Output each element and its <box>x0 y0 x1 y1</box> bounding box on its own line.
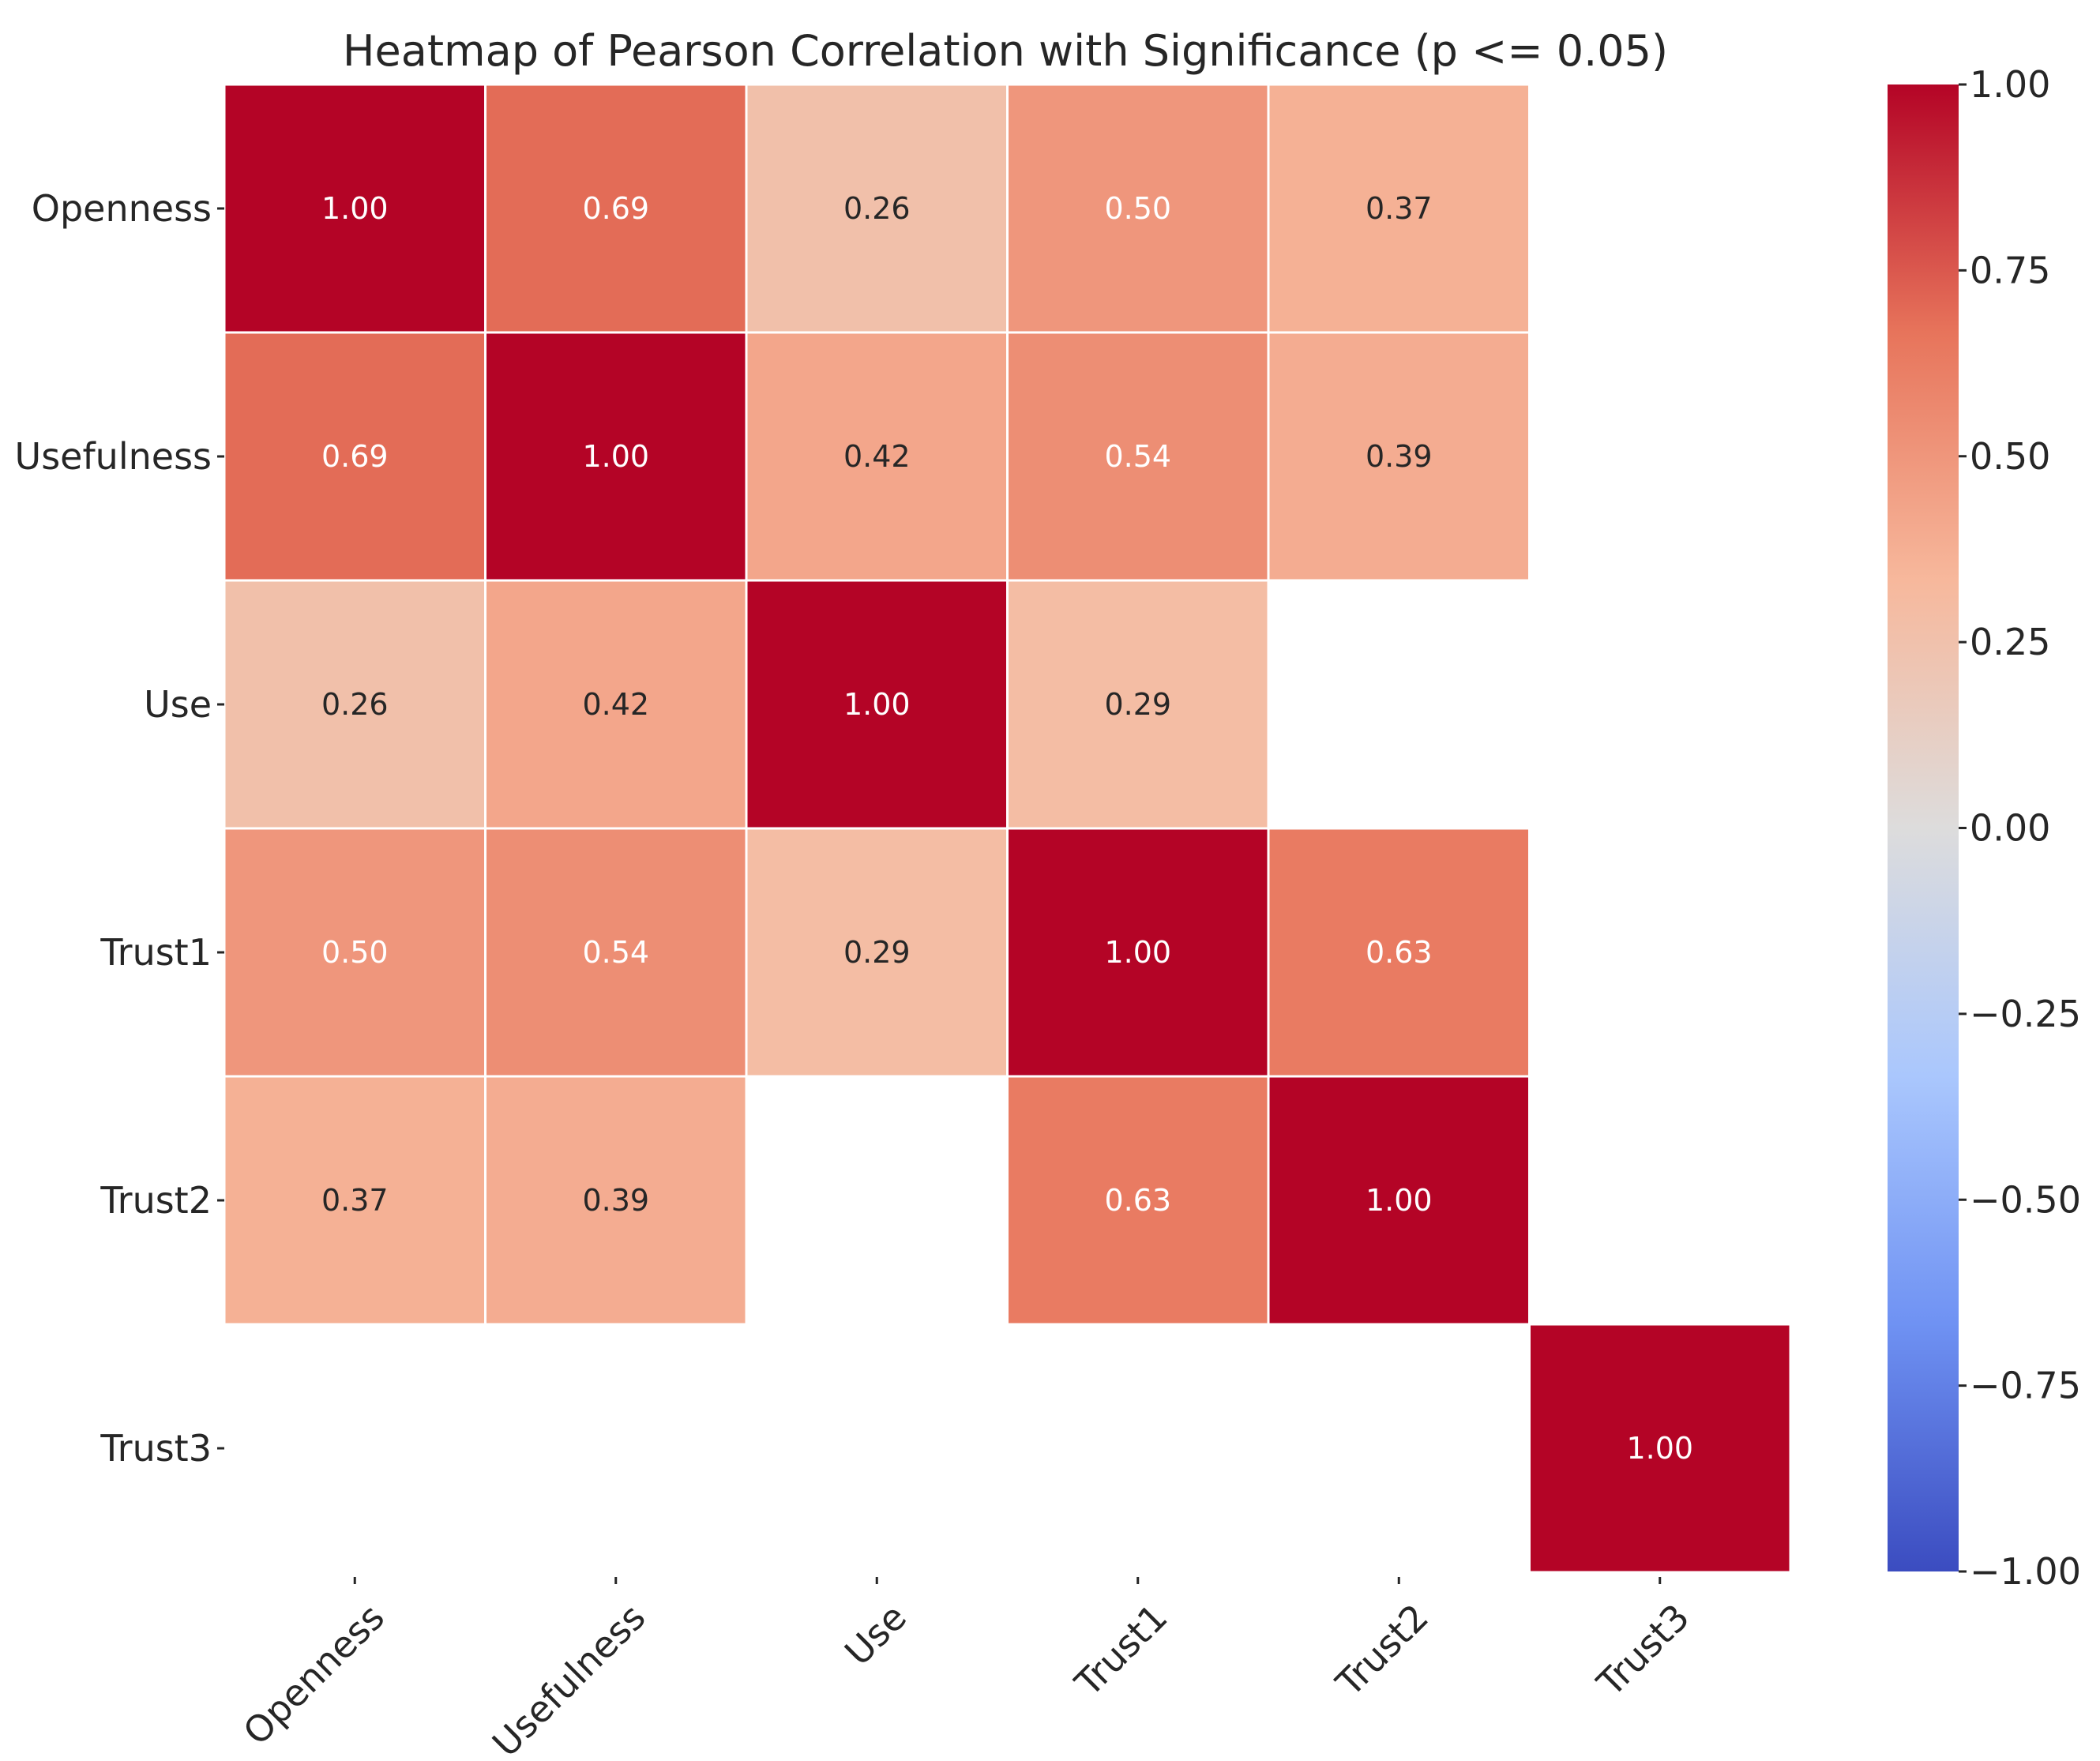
colorbar-tick-label: −0.75 <box>1970 1365 2081 1407</box>
x-tick-label-trust1: Trust1 <box>1066 1596 1175 1705</box>
cell-value-label: 0.42 <box>582 687 649 722</box>
heatmap-cell-trust1-openness <box>223 827 486 1078</box>
cell-value-label: 0.39 <box>582 1183 649 1218</box>
colorbar-tick-label: −1.00 <box>1970 1550 2081 1593</box>
heatmap-cell-use-trust1 <box>1006 579 1270 830</box>
x-tick-label-openness: Openness <box>235 1596 393 1754</box>
colorbar-tick-label: −0.50 <box>1970 1178 2081 1221</box>
y-tick-label-use: Use <box>144 683 212 726</box>
colorbar-tick-label: 0.75 <box>1970 249 2050 291</box>
colorbar-tick-label: 0.50 <box>1970 435 2050 478</box>
cell-value-label: 0.63 <box>1366 935 1433 970</box>
colorbar-tick-label: −0.25 <box>1970 993 2081 1035</box>
heatmap-cell-trust1-trust1 <box>1006 827 1270 1078</box>
heatmap-cell-use-use <box>745 579 1009 830</box>
cell-value-label: 0.29 <box>1104 687 1171 722</box>
heatmap-cell-trust1-trust2 <box>1267 827 1531 1078</box>
cell-value-label: 0.50 <box>321 935 389 970</box>
colorbar-tick-label: 0.00 <box>1970 807 2050 850</box>
x-tick-label-trust2: Trust2 <box>1328 1596 1437 1705</box>
x-tick-label-use: Use <box>836 1596 915 1674</box>
cell-value-label: 1.00 <box>1366 1183 1433 1218</box>
row-tick-labels: Openness Usefulness Use Trust1 Trust2 Trust3 <box>15 187 224 1470</box>
heatmap-cell-openness-openness <box>223 83 486 334</box>
column-tick-labels: Openness Usefulness Use Trust1 Trust2 Trust3 <box>235 1577 1698 1761</box>
colorbar-tick-label: 1.00 <box>1970 63 2050 106</box>
heatmap-cell-trust2-trust2 <box>1267 1075 1531 1326</box>
heatmap-cell-trust2-openness <box>223 1075 486 1326</box>
cell-value-label: 1.00 <box>582 439 649 474</box>
cell-value-label: 0.54 <box>1104 439 1171 474</box>
x-tick-label-usefulness: Usefulness <box>484 1596 654 1761</box>
cell-value-label: 0.63 <box>1104 1183 1171 1218</box>
y-tick-label-trust1: Trust1 <box>100 931 212 974</box>
heatmap-cell-openness-trust2 <box>1267 83 1531 334</box>
cell-value-label: 0.69 <box>321 439 389 474</box>
y-tick-label-openness: Openness <box>32 187 212 230</box>
heatmap-cell-usefulness-trust2 <box>1267 331 1531 582</box>
heatmap-cell-usefulness-use <box>745 331 1009 582</box>
heatmap-cell-openness-trust1 <box>1006 83 1270 334</box>
cell-value-label: 0.39 <box>1366 439 1433 474</box>
heatmap-cell-trust2-usefulness <box>484 1075 748 1326</box>
cell-value-label: 1.00 <box>1104 935 1171 970</box>
cell-value-label: 0.54 <box>582 935 649 970</box>
heatmap-cell-usefulness-openness <box>223 331 486 582</box>
cell-value-label: 1.00 <box>843 687 911 722</box>
cell-value-label: 0.37 <box>321 1183 389 1218</box>
heatmap-cell-trust1-use <box>745 827 1009 1078</box>
cell-value-label: 0.29 <box>843 935 911 970</box>
y-tick-label-usefulness: Usefulness <box>15 435 212 478</box>
heatmap-cells: 1.00 0.69 0.26 0.50 0.37 0.69 1.00 0.42 0.54 0.39… <box>223 83 1792 1574</box>
cell-value-label: 1.00 <box>1626 1431 1693 1466</box>
heatmap-cell-trust3-trust3 <box>1528 1323 1792 1574</box>
cell-value-label: 0.42 <box>843 439 911 474</box>
heatmap-cell-trust2-trust1 <box>1006 1075 1270 1326</box>
colorbar-gradient <box>1888 84 1959 1571</box>
cell-value-label: 0.26 <box>321 687 389 722</box>
colorbar: 1.00 0.75 0.50 0.25 0.00 −0.25 −0.50 −0.75 −1.00 <box>1888 63 2081 1593</box>
heatmap-cell-openness-use <box>745 83 1009 334</box>
y-tick-label-trust3: Trust3 <box>100 1427 212 1470</box>
y-tick-label-trust2: Trust2 <box>100 1179 212 1222</box>
heatmap-cell-use-usefulness <box>484 579 748 830</box>
cell-value-label: 0.37 <box>1366 191 1433 226</box>
heatmap-cell-trust1-usefulness <box>484 827 748 1078</box>
cell-value-label: 0.69 <box>582 191 649 226</box>
chart-title: Heatmap of Pearson Correlation with Sign… <box>343 26 1668 76</box>
cell-value-label: 0.26 <box>843 191 911 226</box>
colorbar-tick-label: 0.25 <box>1970 621 2050 663</box>
cell-value-label: 0.50 <box>1104 191 1171 226</box>
cell-value-label: 1.00 <box>321 191 389 226</box>
heatmap-cell-openness-usefulness <box>484 83 748 334</box>
x-tick-label-trust3: Trust3 <box>1588 1596 1697 1705</box>
